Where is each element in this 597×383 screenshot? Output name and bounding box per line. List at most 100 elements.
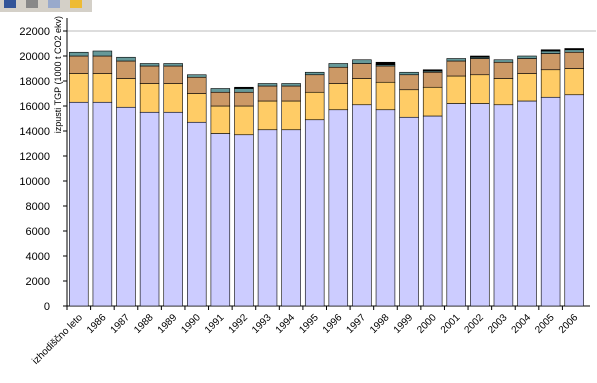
bar-segment	[446, 103, 466, 307]
y-tick-label: 0	[44, 301, 50, 313]
x-tick-label: 1997	[344, 312, 368, 336]
bar-segment	[540, 50, 561, 54]
toolbar-icon[interactable]	[26, 0, 38, 8]
bar-segment	[517, 100, 537, 307]
bar-segment	[352, 63, 372, 79]
bar-segment	[375, 61, 396, 66]
bar-segment	[446, 75, 466, 104]
bar-segment	[422, 115, 443, 307]
bar-segment	[187, 93, 207, 123]
x-tick-label: 1987	[109, 312, 133, 336]
bar-segment	[493, 78, 514, 106]
x-tick-label: 1989	[156, 312, 180, 336]
bar-segment	[517, 55, 537, 59]
bar-segment	[352, 78, 372, 106]
bar-segment	[564, 49, 584, 53]
toolbar-bg	[0, 0, 92, 12]
bar-segment	[328, 66, 349, 84]
bar-segment	[187, 121, 207, 307]
bar-segment	[493, 59, 514, 63]
y-tick-label: 12000	[19, 151, 50, 163]
bar-segment	[92, 101, 113, 307]
x-tick-label: 2003	[486, 312, 510, 336]
y-tick-label: 18000	[19, 76, 50, 88]
bar-segment	[210, 105, 231, 134]
bar-segment	[540, 96, 561, 307]
bar-segment	[328, 63, 349, 68]
bar-segment	[399, 89, 419, 118]
bar-segment	[92, 50, 113, 57]
bar-segment	[304, 119, 325, 307]
bar-segment	[304, 74, 325, 93]
bar-segment	[163, 111, 183, 307]
bar-segment	[564, 48, 584, 51]
bar-segment	[328, 83, 349, 111]
bar-segment	[234, 88, 254, 93]
x-tick-label: 1996	[321, 312, 345, 336]
bar-segment	[564, 51, 584, 69]
bar-segment	[139, 65, 160, 84]
bar-segment	[352, 59, 372, 64]
toolbar-icon[interactable]	[48, 0, 60, 8]
bar-segment	[187, 76, 207, 94]
bar-segment	[422, 69, 443, 72]
bar-segment	[234, 86, 254, 89]
x-tick-label: 1994	[274, 312, 298, 336]
bar-segment	[281, 129, 301, 307]
bar-segment	[210, 88, 231, 93]
bar-segment	[470, 58, 490, 76]
bar-segment	[304, 71, 325, 76]
bar-segment	[422, 86, 443, 117]
bar-segment	[163, 65, 183, 84]
x-tick-label: 1995	[297, 312, 321, 336]
bar-segment	[399, 71, 419, 76]
bar-segment	[470, 74, 490, 104]
bar-segment	[69, 51, 89, 57]
bar-segment	[210, 133, 231, 307]
bar-segment	[92, 73, 113, 103]
bar-segment	[139, 63, 160, 67]
bar-segment	[352, 104, 372, 307]
bar-segment	[234, 134, 254, 307]
x-tick-label: 1988	[132, 312, 156, 336]
x-tick-label: 2005	[533, 312, 557, 336]
bar-segment	[234, 91, 254, 107]
y-tick-label: 14000	[19, 126, 50, 138]
bar-segment	[116, 60, 136, 79]
bar-segment	[163, 63, 183, 67]
bar-segment	[281, 85, 301, 102]
bar-segment	[540, 53, 561, 71]
x-tick-label: 1991	[203, 312, 227, 336]
bar-segment	[470, 55, 490, 58]
bar-segment	[304, 91, 325, 121]
x-tick-label: 1993	[250, 312, 274, 336]
bar-segment	[139, 83, 160, 113]
bar-segment	[116, 106, 136, 307]
bar-segment	[257, 83, 278, 87]
bar-segment	[92, 55, 113, 74]
bar-segment	[281, 83, 301, 87]
bar-segment	[257, 85, 278, 102]
y-tick-label: 10000	[19, 176, 50, 188]
y-tick-label: 16000	[19, 101, 50, 113]
bar-segment	[187, 74, 207, 78]
y-tick-label: 8000	[26, 201, 50, 213]
y-tick-label: 22000	[19, 26, 50, 38]
y-tick-label: 4000	[26, 251, 50, 263]
x-tick-label: 1999	[392, 312, 416, 336]
bar-segment	[116, 78, 136, 108]
bar-segment	[446, 58, 466, 62]
bar-segment	[493, 104, 514, 307]
toolbar-icon[interactable]	[70, 0, 82, 8]
bar-segment	[234, 105, 254, 136]
bar-segment	[328, 109, 349, 307]
x-tick-label: 1992	[227, 312, 251, 336]
toolbar-icon[interactable]	[4, 0, 16, 8]
bar-segment	[69, 73, 89, 103]
bar-segment	[210, 91, 231, 107]
x-tick-label: 2000	[415, 312, 439, 336]
bar-segment	[540, 69, 561, 98]
bar-segment	[375, 81, 396, 111]
bar-segment	[470, 103, 490, 307]
bar-segment	[399, 116, 419, 307]
